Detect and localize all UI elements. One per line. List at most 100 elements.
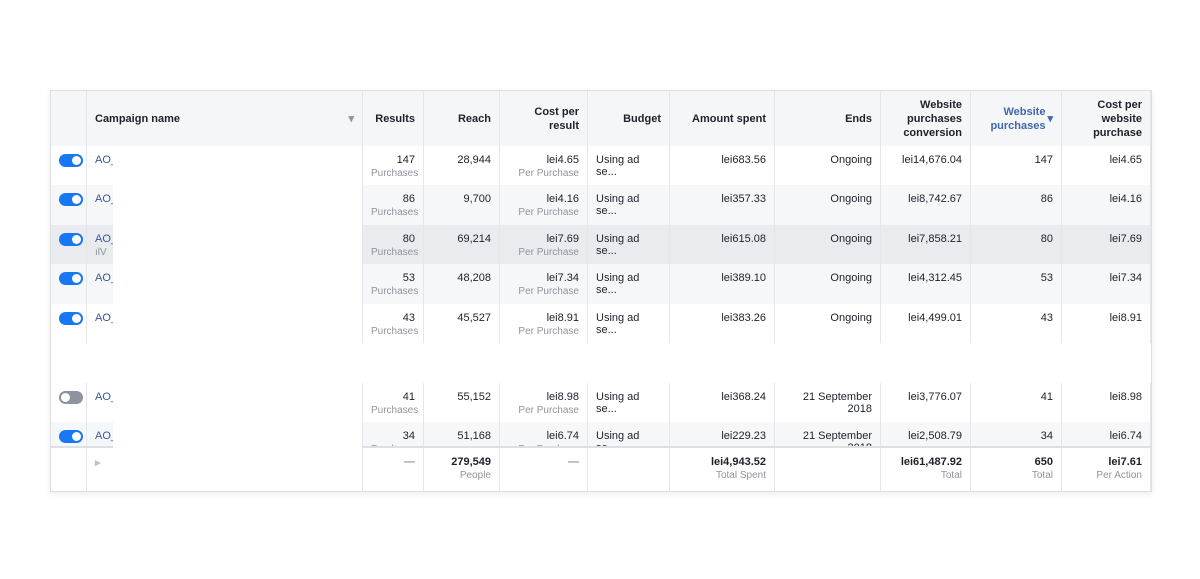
cpr-value: lei6.74 xyxy=(546,430,579,442)
campaign-name-link[interactable]: AO_ xyxy=(95,312,118,324)
cpwp-total: lei7.61 xyxy=(1108,456,1142,468)
wp-value: 43 xyxy=(1040,312,1053,324)
cell-wpc: lei4,312.45 xyxy=(881,264,971,304)
campaign-name-link[interactable]: AO_ xyxy=(95,430,118,442)
column-header-ends[interactable]: Ends xyxy=(775,91,881,146)
column-header-name[interactable]: Campaign name ▾ xyxy=(87,91,363,146)
status-toggle[interactable] xyxy=(59,391,83,404)
column-header-results[interactable]: Results xyxy=(363,91,424,146)
budget-value[interactable]: Using ad se... xyxy=(596,154,640,178)
cell-budget: Using ad se... xyxy=(588,225,670,265)
column-header-wpc[interactable]: Website purchases conversion xyxy=(881,91,971,146)
cpr-sublabel: Per Purchase xyxy=(518,207,579,218)
campaign-name-link[interactable]: AO_ xyxy=(95,391,118,403)
results-sublabel: Purchases xyxy=(371,326,419,337)
redacted-area xyxy=(113,150,362,490)
status-toggle[interactable] xyxy=(59,430,83,443)
reach-value: 45,527 xyxy=(457,312,491,324)
status-toggle[interactable] xyxy=(59,154,83,167)
cpwp-value: lei4.65 xyxy=(1109,154,1142,166)
cell-name: AO_ xyxy=(87,383,363,423)
cpr-sublabel: Per Purchase xyxy=(518,247,579,258)
results-value: 41 xyxy=(402,391,415,403)
campaign-name-link[interactable]: AO_ xyxy=(95,154,118,166)
cell-budget: Using ad se... xyxy=(588,185,670,225)
column-header-label: Cost per result xyxy=(534,105,579,132)
column-header-toggle[interactable] xyxy=(51,91,87,146)
column-header-label: Results xyxy=(375,112,415,125)
cell-cpr: lei4.16 Per Purchase xyxy=(500,185,588,225)
cell-name: AO_ xyxy=(87,422,363,462)
results-sublabel: Purchases xyxy=(371,286,419,297)
column-header-cpr[interactable]: Cost per result xyxy=(500,91,588,146)
status-toggle[interactable] xyxy=(59,193,83,206)
budget-value[interactable]: Using ad se... xyxy=(596,391,640,415)
sort-caret-icon[interactable]: ▾ xyxy=(348,112,354,125)
column-header-wp[interactable]: Website purchases ▾ xyxy=(971,91,1062,146)
cell-wp: 53 xyxy=(971,264,1062,304)
cell-name: AO_ ılV xyxy=(87,225,363,265)
status-toggle[interactable] xyxy=(59,233,83,246)
wp-value: 53 xyxy=(1040,272,1053,284)
results-sublabel: Purchases xyxy=(371,405,419,416)
footer-results: — xyxy=(363,448,424,491)
cell-cpr: lei4.65 Per Purchase xyxy=(500,146,588,186)
spent-value: lei368.24 xyxy=(721,391,766,403)
reach-total: 279,549 xyxy=(451,456,491,468)
cell-results: 41 Purchases xyxy=(363,383,424,423)
cell-wp: 34 xyxy=(971,422,1062,462)
cell-reach: 55,152 xyxy=(424,383,500,423)
reach-total-sublabel: People xyxy=(459,470,491,481)
status-toggle[interactable] xyxy=(59,312,83,325)
footer-cpwp: lei7.61 Per Action xyxy=(1062,448,1151,491)
wpc-value: lei3,776.07 xyxy=(908,391,962,403)
cell-ends: Ongoing xyxy=(775,146,881,186)
ends-value: Ongoing xyxy=(830,233,872,245)
cpwp-value: lei8.91 xyxy=(1109,312,1142,324)
cell-budget: Using ad se... xyxy=(588,383,670,423)
cell-results: 43 Purchases xyxy=(363,304,424,344)
cell-wpc: lei14,676.04 xyxy=(881,146,971,186)
cell-wp: 86 xyxy=(971,185,1062,225)
column-header-label: Campaign name xyxy=(95,112,180,125)
cell-wpc: lei8,742.67 xyxy=(881,185,971,225)
cell-ends: Ongoing xyxy=(775,264,881,304)
cell-cpr: lei7.69 Per Purchase xyxy=(500,225,588,265)
sort-caret-icon[interactable]: ▾ xyxy=(1047,112,1053,125)
budget-value[interactable]: Using ad se... xyxy=(596,193,640,217)
wp-total-sublabel: Total xyxy=(1031,470,1053,481)
cell-reach: 51,168 xyxy=(424,422,500,462)
cell-ends: Ongoing xyxy=(775,225,881,265)
wp-value: 147 xyxy=(1034,154,1053,166)
cell-toggle xyxy=(51,422,87,462)
campaign-name-link[interactable]: AO_ xyxy=(95,272,118,284)
wp-total: 650 xyxy=(1034,456,1053,468)
budget-value[interactable]: Using ad se... xyxy=(596,272,640,296)
results-total: — xyxy=(404,456,415,468)
cell-spent: lei368.24 xyxy=(670,383,775,423)
campaign-name-link[interactable]: AO_ xyxy=(95,233,118,245)
cpr-value: lei8.98 xyxy=(546,391,579,403)
column-header-spent[interactable]: Amount spent xyxy=(670,91,775,146)
budget-value[interactable]: Using ad se... xyxy=(596,233,640,257)
column-header-budget[interactable]: Budget xyxy=(588,91,670,146)
footer-wpc: lei61,487.92 Total xyxy=(881,448,971,491)
cell-budget: Using ad se... xyxy=(588,264,670,304)
status-toggle[interactable] xyxy=(59,272,83,285)
expand-caret-icon[interactable]: ▸ xyxy=(95,457,101,469)
wp-value: 86 xyxy=(1040,193,1053,205)
cell-reach: 45,527 xyxy=(424,304,500,344)
column-header-reach[interactable]: Reach xyxy=(424,91,500,146)
footer-reach: 279,549 People xyxy=(424,448,500,491)
cell-toggle xyxy=(51,146,87,186)
column-header-cpwp[interactable]: Cost per website purchase xyxy=(1062,91,1151,146)
campaign-name-link[interactable]: AO_ xyxy=(95,193,118,205)
cell-toggle xyxy=(51,225,87,265)
wpc-value: lei14,676.04 xyxy=(902,154,962,166)
column-header-label: Budget xyxy=(623,112,661,125)
cpr-value: lei4.16 xyxy=(546,193,579,205)
cpwp-total-sublabel: Per Action xyxy=(1096,470,1142,481)
cpwp-value: lei7.34 xyxy=(1109,272,1142,284)
cell-cpwp: lei4.16 xyxy=(1062,185,1151,225)
budget-value[interactable]: Using ad se... xyxy=(596,312,640,336)
